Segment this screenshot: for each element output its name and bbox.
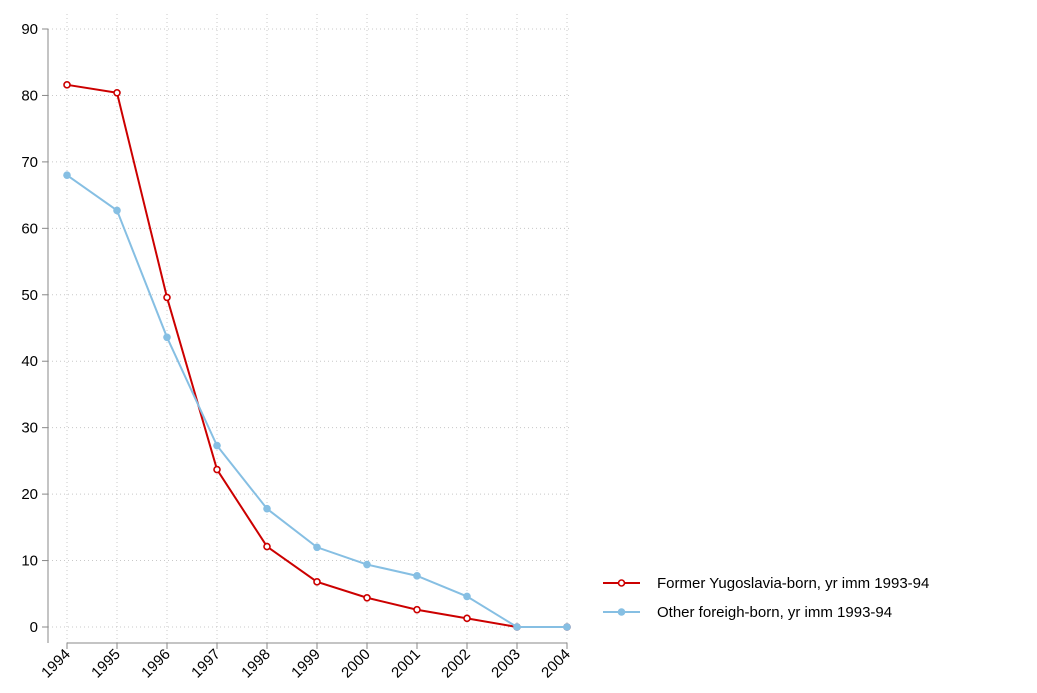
point: [463, 614, 471, 623]
point: [363, 593, 371, 602]
point: [313, 543, 321, 552]
point: [263, 504, 271, 513]
legend-marker: [617, 608, 626, 616]
y-tick-label: 20: [21, 486, 38, 503]
legend-marker: [617, 579, 626, 587]
point: [513, 623, 521, 631]
point: [313, 578, 321, 586]
legend-label: Former Yugoslavia-born, yr imm 1993-94: [657, 575, 929, 592]
x-tick-label: 2000: [338, 646, 374, 682]
x-tick-label: 1994: [38, 646, 74, 682]
x-tick-label: 1999: [288, 646, 324, 682]
legend-label: Other foreigh-born, yr imm 1993-94: [657, 604, 892, 621]
y-tick-label: 10: [21, 553, 38, 570]
x-tick-label: 2002: [438, 646, 474, 682]
y-tick-label: 30: [21, 420, 38, 437]
x-tick-label: 1996: [138, 646, 174, 682]
y-tick-label: 70: [21, 154, 38, 171]
x-tick-label: 1997: [188, 646, 224, 682]
point: [113, 206, 121, 215]
point: [213, 441, 221, 450]
x-tick-label: 1998: [238, 646, 274, 682]
point: [163, 333, 171, 342]
x-tick-label: 2003: [488, 646, 524, 682]
y-tick-label: 0: [30, 619, 38, 636]
point: [63, 81, 71, 89]
y-tick-label: 80: [21, 87, 38, 104]
x-tick-label: 1995: [88, 646, 124, 682]
point: [363, 560, 371, 569]
point: [63, 171, 71, 179]
y-tick-label: 50: [21, 287, 38, 304]
point: [463, 592, 471, 601]
point: [163, 293, 171, 302]
x-tick-label: 2004: [538, 646, 574, 682]
point: [563, 623, 571, 631]
y-tick-label: 60: [21, 220, 38, 237]
point: [413, 572, 421, 580]
x-tick-label: 2001: [388, 646, 424, 682]
point: [213, 465, 221, 474]
point: [263, 542, 271, 551]
point: [113, 88, 121, 97]
y-tick-label: 40: [21, 353, 38, 370]
point: [413, 605, 421, 614]
y-tick-label: 90: [21, 21, 38, 38]
